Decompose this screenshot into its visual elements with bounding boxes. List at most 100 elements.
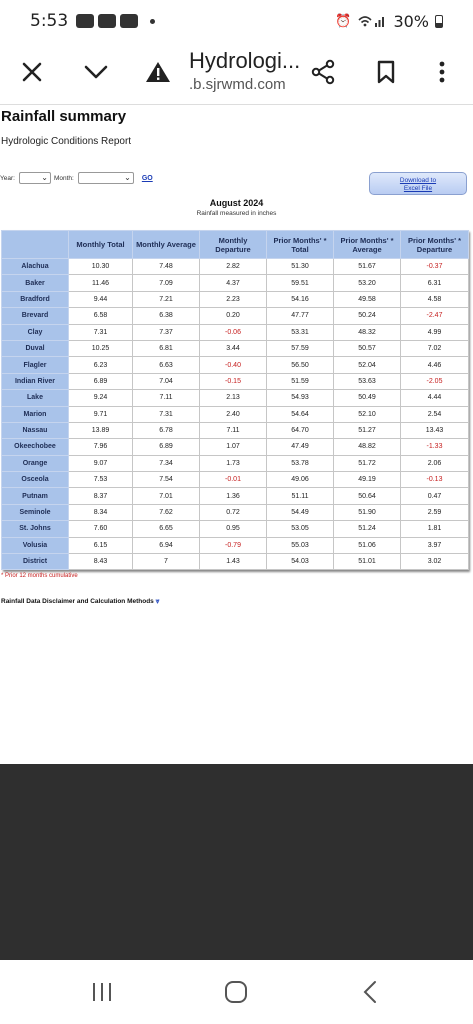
site-warning-button[interactable] bbox=[140, 54, 176, 90]
browser-toolbar: Hydrologi... .b.sjrwmd.com bbox=[0, 42, 473, 104]
year-select[interactable]: ⌄ bbox=[18, 172, 51, 184]
filter-row: Year: ⌄ Month: ⌄ GO bbox=[0, 170, 153, 186]
county-name-cell: St. Johns bbox=[1, 520, 69, 538]
table-cell: 7.02 bbox=[400, 339, 469, 358]
table-cell: 7.31 bbox=[132, 405, 200, 423]
table-cell: 7.04 bbox=[132, 372, 200, 391]
table-cell: 7.11 bbox=[132, 389, 200, 407]
table-cell: 9.44 bbox=[68, 290, 133, 309]
county-name-cell: Putnam bbox=[1, 487, 69, 505]
back-button[interactable] bbox=[350, 978, 390, 1006]
column-header: Monthly Total bbox=[68, 230, 133, 259]
county-name-cell: Marion bbox=[1, 405, 69, 423]
status-bar: 5:53 ⏰ 30% bbox=[0, 0, 473, 42]
page-subheading: Hydrologic Conditions Report bbox=[1, 136, 132, 147]
table-cell: 51.67 bbox=[333, 257, 401, 276]
browser-page-title: Hydrologi... bbox=[189, 48, 301, 73]
table-cell: 9.71 bbox=[68, 405, 133, 423]
table-cell: 6.89 bbox=[68, 372, 133, 391]
table-cell: 6.78 bbox=[132, 421, 200, 440]
table-cell: 7 bbox=[132, 553, 200, 571]
county-name-cell: District bbox=[1, 553, 69, 571]
download-label-line1: Download to bbox=[399, 177, 437, 184]
status-right: ⏰ 30% bbox=[335, 12, 443, 31]
table-cell: 0.72 bbox=[199, 503, 267, 522]
more-vert-icon bbox=[439, 61, 445, 83]
table-row: Seminole 8.34 7.62 0.72 54.49 51.90 2.59 bbox=[1, 503, 469, 522]
table-cell: 7.09 bbox=[132, 274, 200, 292]
table-cell: 6.15 bbox=[68, 536, 133, 555]
recents-icon bbox=[93, 983, 111, 1001]
table-cell: 2.06 bbox=[400, 454, 469, 473]
county-name-cell: Brevard bbox=[1, 307, 69, 325]
table-cell: 53.31 bbox=[266, 323, 334, 341]
column-header: Prior Months' * Total bbox=[266, 230, 334, 259]
county-name-cell: Orange bbox=[1, 454, 69, 473]
table-cell: 7.21 bbox=[132, 290, 200, 309]
column-header: Monthly Average bbox=[132, 230, 200, 259]
youtube-notification-icon bbox=[76, 14, 95, 28]
battery-icon bbox=[435, 14, 443, 28]
table-cell: 51.72 bbox=[333, 454, 401, 473]
table-cell: 6.23 bbox=[68, 356, 133, 374]
bookmark-icon bbox=[377, 60, 395, 84]
table-cell: 2.59 bbox=[400, 503, 469, 522]
county-name-cell: Duval bbox=[1, 339, 69, 358]
year-label: Year: bbox=[0, 174, 15, 182]
table-cell: 7.31 bbox=[68, 323, 133, 341]
table-cell: 2.54 bbox=[400, 405, 469, 423]
table-row: St. Johns 7.60 6.65 0.95 53.05 51.24 1.81 bbox=[1, 520, 469, 538]
table-row: Okeechobee 7.96 6.89 1.07 47.49 48.82 -1.33 bbox=[1, 438, 469, 456]
close-tab-button[interactable] bbox=[14, 54, 50, 90]
double-chevron-down-icon: ⩔ bbox=[155, 598, 160, 605]
table-cell: 52.10 bbox=[333, 405, 401, 423]
table-cell: 0.47 bbox=[400, 487, 469, 505]
table-cell: 1.36 bbox=[199, 487, 267, 505]
table-cell: 4.99 bbox=[400, 323, 469, 341]
table-cell: 51.11 bbox=[266, 487, 334, 505]
table-cell: 51.30 bbox=[266, 257, 334, 276]
collapse-button[interactable] bbox=[78, 54, 114, 90]
table-cell: 56.50 bbox=[266, 356, 334, 374]
bookmark-button[interactable] bbox=[368, 54, 404, 90]
table-cell: 50.24 bbox=[333, 307, 401, 325]
share-button[interactable] bbox=[305, 54, 341, 90]
table-cell: 0.95 bbox=[199, 520, 267, 538]
table-row: Osceola 7.53 7.54 -0.01 49.06 49.19 -0.13 bbox=[1, 471, 469, 489]
table-cell: 1.07 bbox=[199, 438, 267, 456]
table-cell: 7.54 bbox=[132, 471, 200, 489]
table-cell: 51.24 bbox=[333, 520, 401, 538]
page-title-block[interactable]: Hydrologi... .b.sjrwmd.com bbox=[189, 48, 301, 93]
table-cell: 2.23 bbox=[199, 290, 267, 309]
go-link[interactable]: GO bbox=[141, 174, 153, 182]
table-row: Bradford 9.44 7.21 2.23 54.16 49.58 4.58 bbox=[1, 290, 469, 309]
table-cell: 1.43 bbox=[199, 553, 267, 571]
share-icon bbox=[311, 59, 335, 85]
status-time: 5:53 bbox=[30, 11, 69, 31]
table-cell: 4.46 bbox=[400, 356, 469, 374]
download-excel-button[interactable]: Download to Excel File bbox=[369, 172, 467, 195]
chevron-down-icon: ⌄ bbox=[124, 173, 131, 182]
home-button[interactable] bbox=[216, 978, 256, 1006]
browser-url: .b.sjrwmd.com bbox=[189, 76, 286, 93]
table-cell: 8.37 bbox=[68, 487, 133, 505]
table-cell: 7.34 bbox=[132, 454, 200, 473]
table-cell: 7.96 bbox=[68, 438, 133, 456]
month-select[interactable]: ⌄ bbox=[77, 172, 134, 184]
table-cell: 49.06 bbox=[266, 471, 334, 489]
table-cell: 57.59 bbox=[266, 339, 334, 358]
table-cell: 3.02 bbox=[400, 553, 469, 571]
table-cell: 7.60 bbox=[68, 520, 133, 538]
table-row: Flagler 6.23 6.63 -0.40 56.50 52.04 4.46 bbox=[1, 356, 469, 374]
table-cell: 13.43 bbox=[400, 421, 469, 440]
table-cell: 8.34 bbox=[68, 503, 133, 522]
table-row: Clay 7.31 7.37 -0.06 53.31 48.32 4.99 bbox=[1, 323, 469, 341]
table-cell: -2.05 bbox=[400, 372, 469, 391]
disclaimer-toggle[interactable]: Rainfall Data Disclaimer and Calculation… bbox=[1, 598, 160, 606]
table-cell: 7.37 bbox=[132, 323, 200, 341]
recents-button[interactable] bbox=[82, 978, 122, 1006]
footnote: * Prior 12 months cumulative bbox=[1, 573, 78, 579]
table-cell: 6.58 bbox=[68, 307, 133, 325]
more-options-button[interactable] bbox=[424, 54, 460, 90]
page-heading: Rainfall summary bbox=[1, 108, 127, 125]
